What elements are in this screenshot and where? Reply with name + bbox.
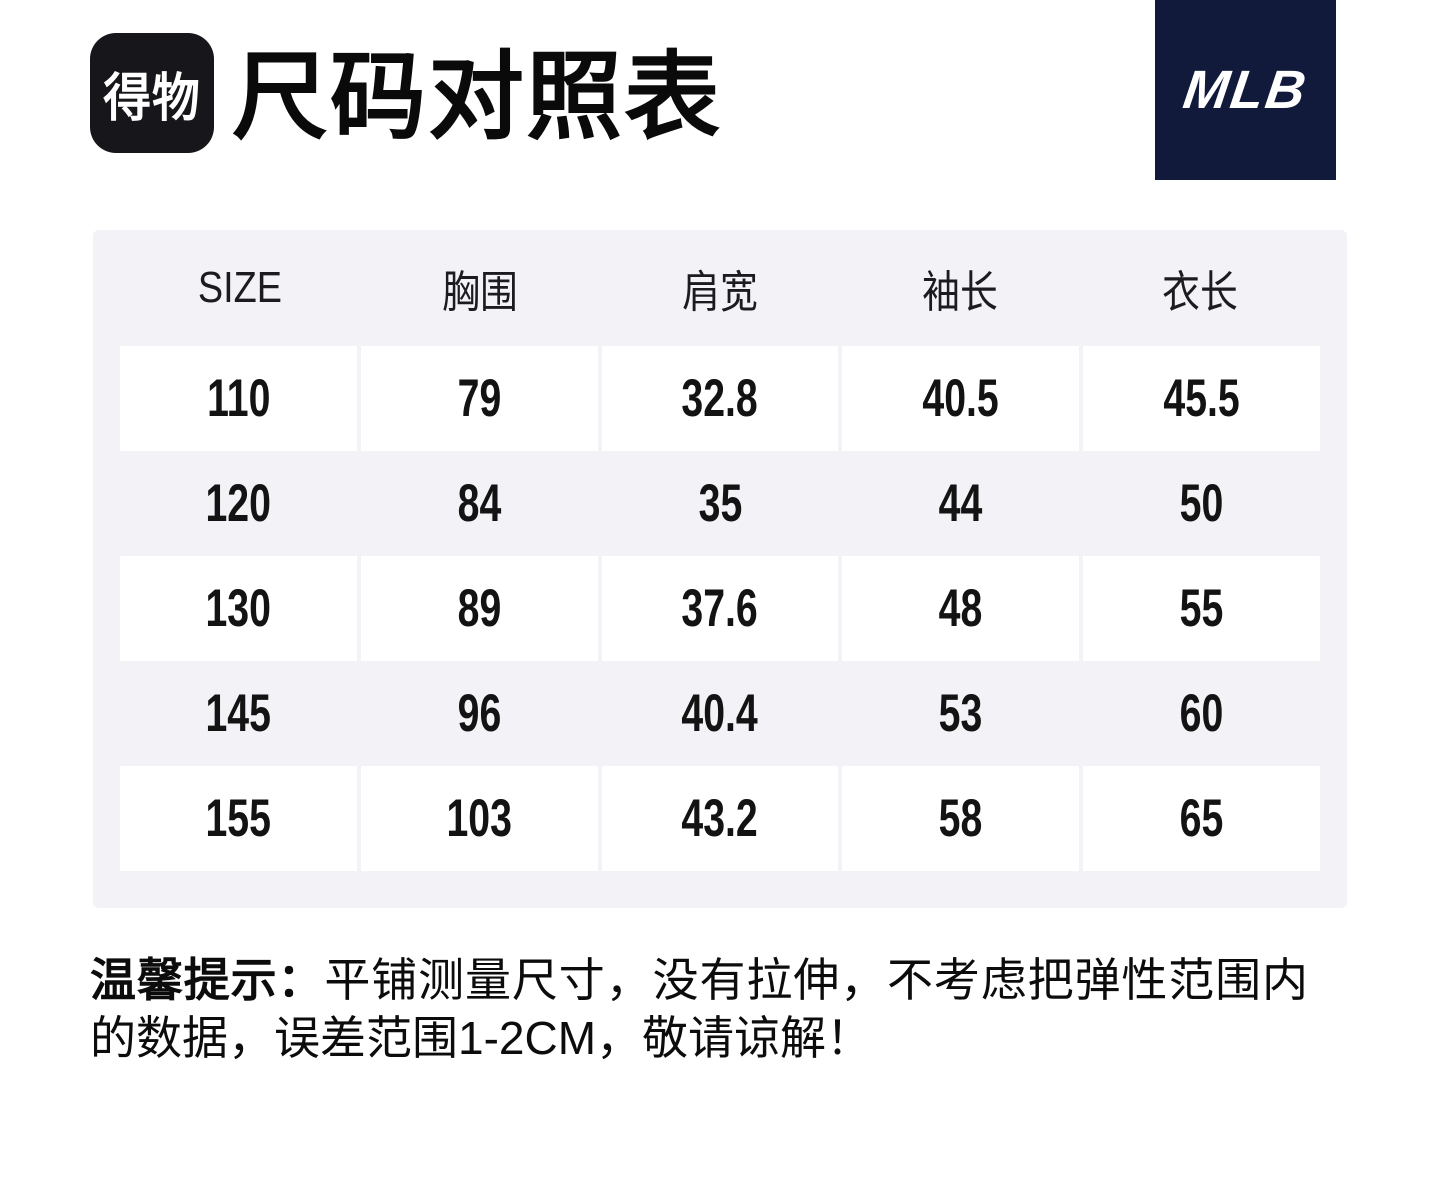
table-row: 110 79 32.8 40.5 45.5 [120,346,1320,451]
table-row: 155 103 43.2 58 65 [120,766,1320,871]
cell-value: 84 [457,474,502,533]
cell-value: 110 [206,369,271,428]
mlb-logo: MLB [1155,0,1336,180]
cell-value: 120 [205,474,272,533]
cell-value: 55 [1179,579,1224,638]
size-cell: 155 [120,766,357,871]
cell-value: 58 [938,789,983,848]
cell-value: 40.4 [681,684,759,743]
mlb-logo-text: MLB [1179,60,1312,120]
chest-cell: 89 [360,556,598,661]
chest-cell: 103 [360,766,598,871]
cell-value: 40.5 [922,369,999,428]
cell-value: 53 [938,684,983,743]
size-cell: 130 [120,556,357,661]
page-title: 尺码对照表 [232,43,722,151]
header-label: 肩宽 [682,268,758,317]
sleeve-cell: 58 [842,766,1080,871]
header-cell-length: 衣长 [1080,256,1320,320]
header-cell-chest: 胸围 [360,256,600,320]
size-cell: 110 [120,346,357,451]
dewu-logo-text: 得物 [103,69,201,128]
header-cell-shoulder: 肩宽 [600,256,840,320]
shoulder-cell: 40.4 [602,661,839,766]
size-cell: 145 [120,661,357,766]
cell-value: 48 [938,579,983,638]
cell-value: 32.8 [681,369,759,428]
cell-value: 145 [205,684,272,743]
cell-value: 60 [1179,684,1224,743]
header-label: 袖长 [922,268,998,317]
shoulder-cell: 32.8 [601,346,839,451]
header-label: SIZE [197,263,283,312]
length-cell: 50 [1083,451,1320,556]
cell-value: 89 [457,579,502,638]
cell-value: 65 [1179,789,1224,848]
cell-value: 96 [457,684,502,743]
shoulder-cell: 35 [602,451,839,556]
chest-cell: 96 [361,661,598,766]
cell-value: 43.2 [681,789,759,848]
header-label: 衣长 [1162,268,1238,317]
note-prefix: 温馨提示： [90,954,325,1006]
cell-value: 37.6 [681,579,759,638]
table-row: 145 96 40.4 53 60 [120,661,1320,766]
cell-value: 35 [698,474,742,533]
cell-value: 45.5 [1163,369,1240,428]
cell-value: 155 [205,789,272,848]
cell-value: 44 [938,474,983,533]
header-cell-sleeve: 袖长 [840,256,1080,320]
cell-value: 103 [446,789,512,848]
shoulder-cell: 37.6 [601,556,839,661]
cell-value: 130 [205,579,272,638]
length-cell: 45.5 [1083,346,1320,451]
table-row: 130 89 37.6 48 55 [120,556,1320,661]
measurement-note: 温馨提示：平铺测量尺寸，没有拉伸，不考虑把弹性范围内的数据，误差范围1-2CM，… [90,951,1308,1067]
chest-cell: 79 [360,346,598,451]
header-label: 胸围 [442,268,518,317]
table-header-row: SIZE 胸围 肩宽 袖长 衣长 [120,230,1320,346]
length-cell: 55 [1083,556,1320,661]
length-cell: 60 [1083,661,1320,766]
dewu-logo: 得物 [90,33,214,153]
sleeve-cell: 44 [842,451,1079,556]
cell-value: 50 [1179,474,1224,533]
sleeve-cell: 53 [842,661,1079,766]
header-cell-size: SIZE [120,263,360,313]
sleeve-cell: 48 [842,556,1080,661]
table-row: 120 84 35 44 50 [120,451,1320,556]
shoulder-cell: 43.2 [601,766,839,871]
chest-cell: 84 [361,451,598,556]
size-table: SIZE 胸围 肩宽 袖长 衣长 110 79 32.8 40.5 45.5 1… [93,230,1347,908]
note-body: 平铺测量尺寸，没有拉伸，不考虑把弹性范围内的数据，误差范围1-2CM，敬请谅解！ [90,954,1309,1064]
length-cell: 65 [1083,766,1320,871]
sleeve-cell: 40.5 [842,346,1080,451]
cell-value: 79 [457,369,502,428]
size-cell: 120 [120,451,357,556]
